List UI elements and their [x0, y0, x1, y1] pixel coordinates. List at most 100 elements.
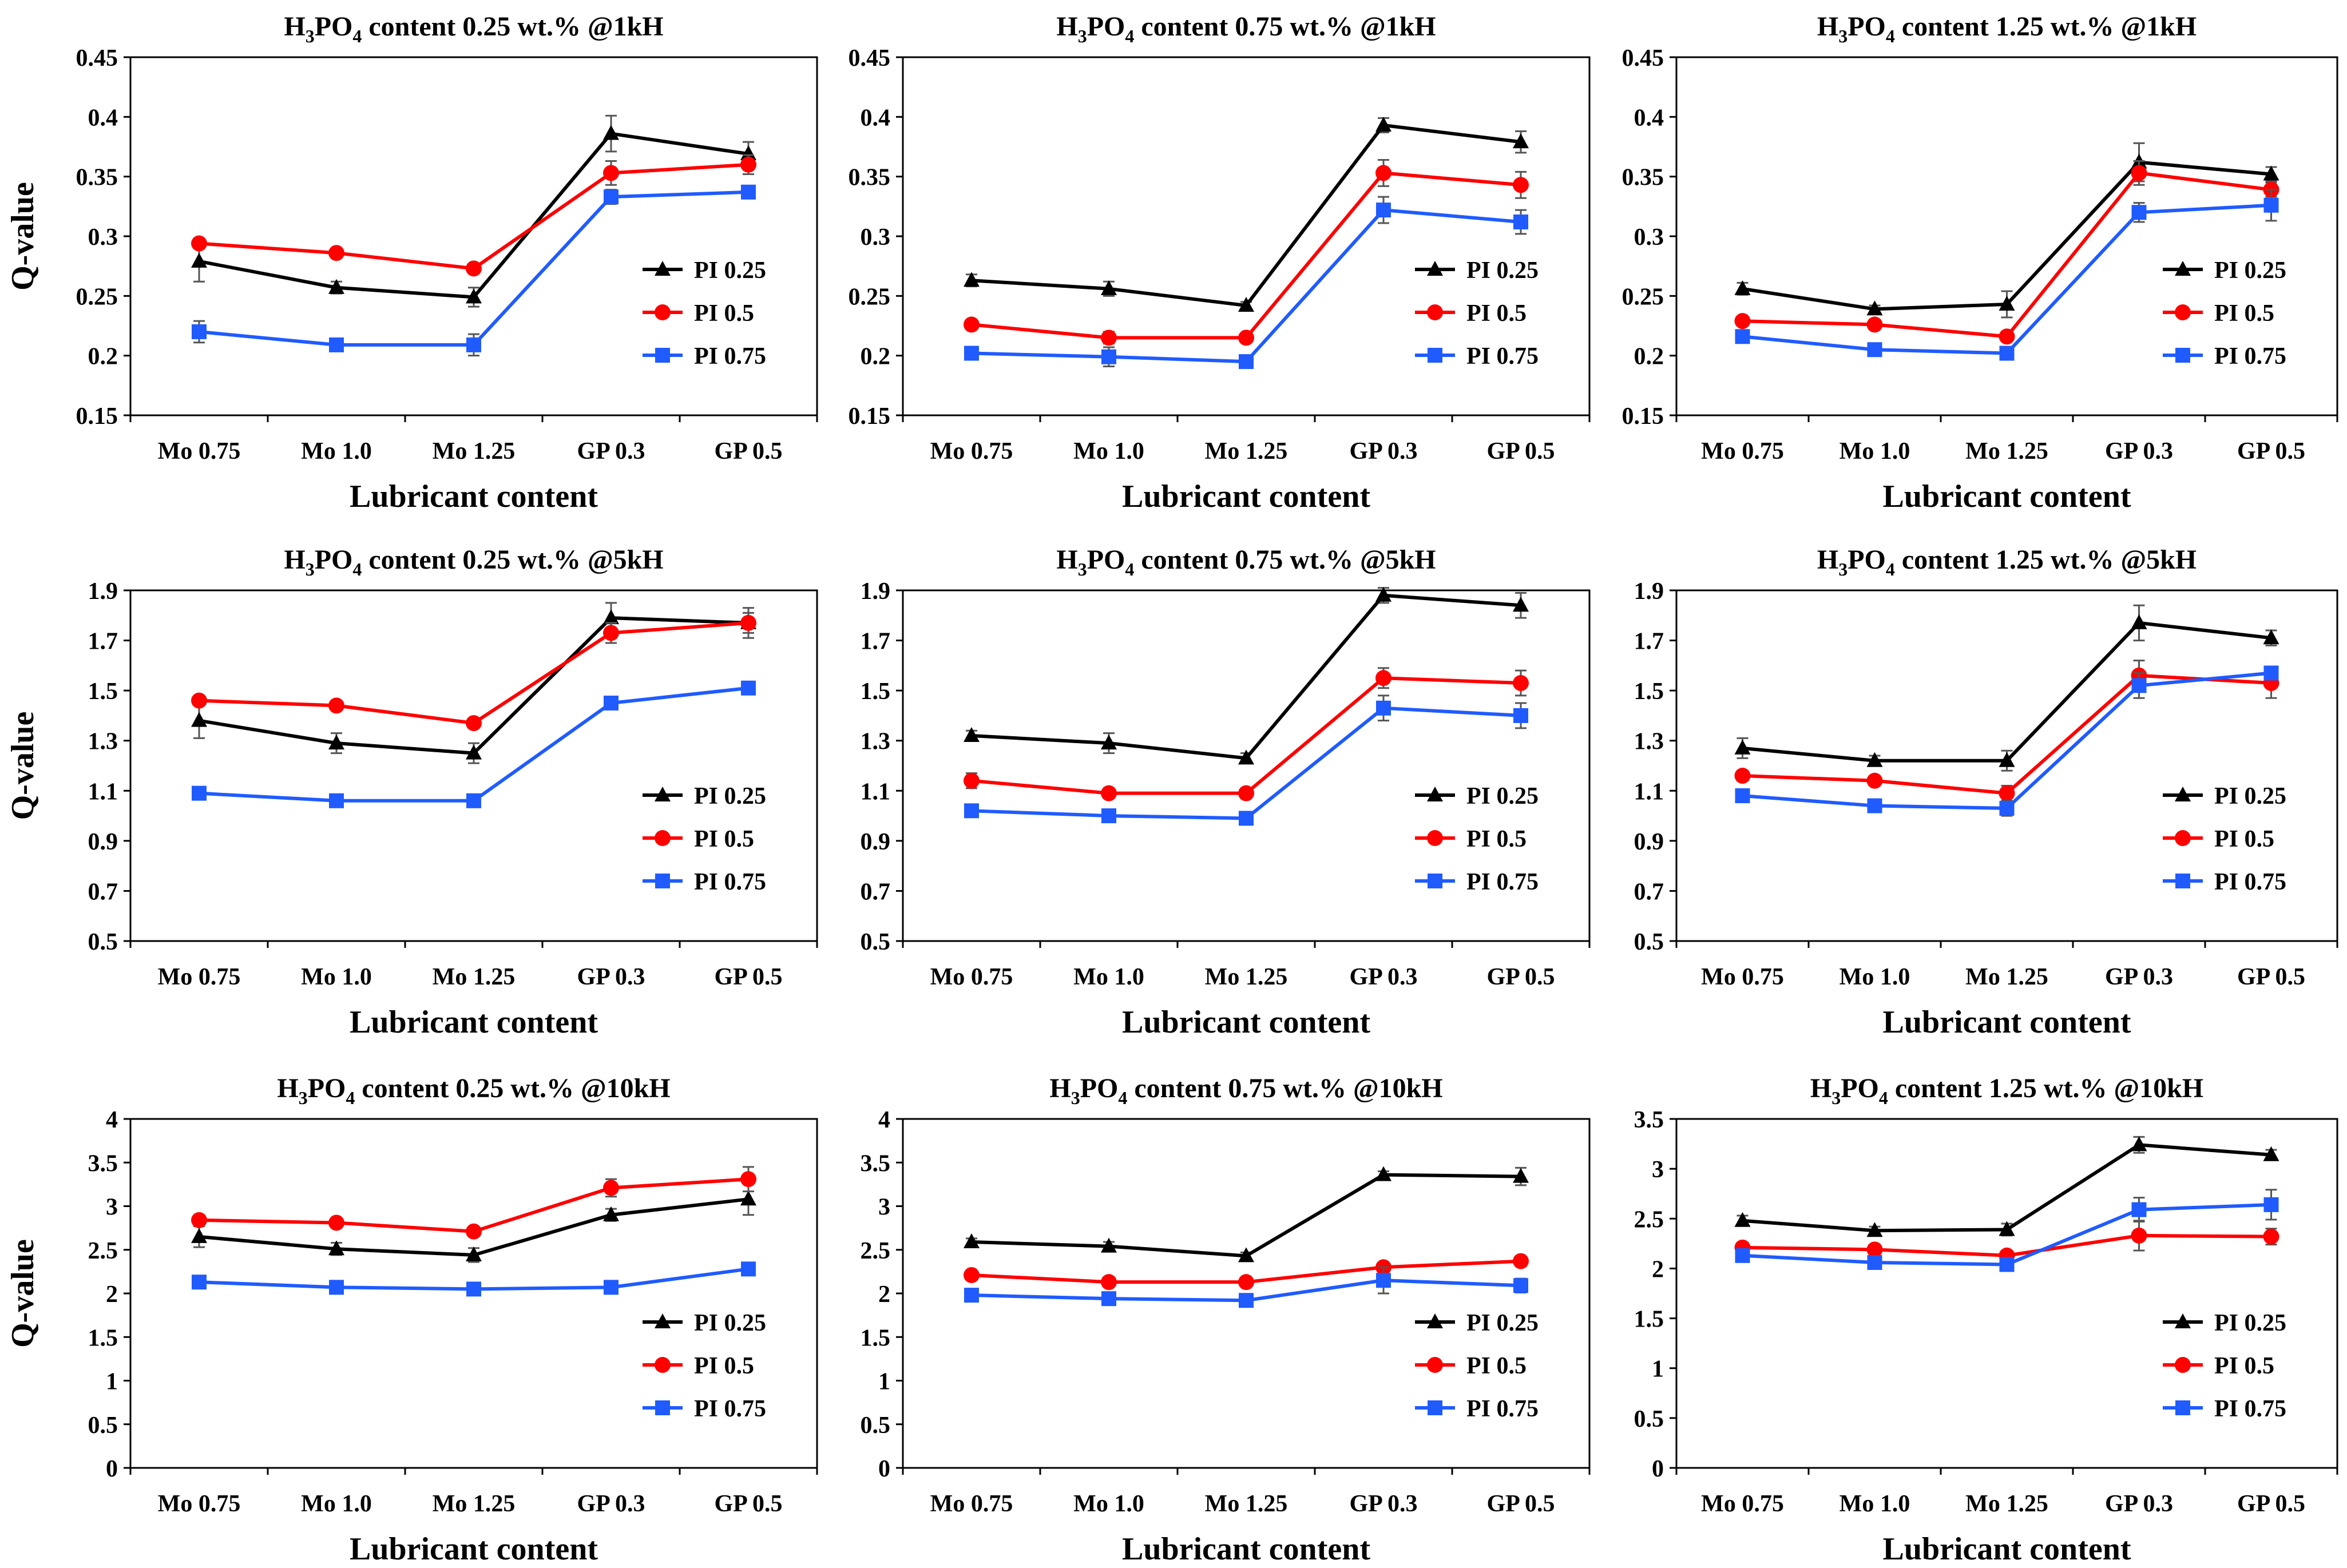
- x-tick-label: GP 0.5: [2237, 438, 2305, 465]
- data-point: [1238, 749, 1254, 765]
- legend-label: PI 0.25: [1466, 1310, 1539, 1336]
- data-point: [741, 1261, 756, 1277]
- y-tick-label: 0.3: [1634, 224, 1664, 251]
- series-PI-0_5: [964, 1253, 1529, 1291]
- y-tick-label: 1.3: [861, 729, 891, 755]
- data-point: [1101, 1237, 1117, 1253]
- title-subscript: 4: [352, 26, 362, 46]
- legend: PI 0.25 PI 0.5 PI 0.75: [1415, 783, 1539, 895]
- data-point: [603, 1206, 619, 1221]
- series-PI-0_75: [964, 694, 1528, 826]
- x-tick-label: Mo 0.75: [930, 438, 1013, 465]
- title-text: content 1.25 wt.% @5kH: [1895, 545, 2197, 575]
- y-tick-label: 0.2: [88, 344, 118, 370]
- data-point: [1999, 1221, 2015, 1236]
- data-point: [1238, 330, 1254, 346]
- legend: PI 0.25 PI 0.5 PI 0.75: [2163, 783, 2286, 895]
- x-tick-label: GP 0.5: [1486, 964, 1555, 990]
- x-axis-label: Lubricant content: [350, 479, 598, 514]
- title-subscript: 3: [1078, 559, 1087, 579]
- data-point: [2263, 629, 2279, 645]
- data-point: [964, 1233, 980, 1249]
- legend: PI 0.25 PI 0.5 PI 0.75: [643, 257, 766, 370]
- x-tick-label: GP 0.5: [714, 1491, 782, 1517]
- data-point: [466, 337, 481, 352]
- panel-title: H3PO4 content 1.25 wt.% @10kH: [1810, 1073, 2203, 1108]
- y-tick-label: 3.5: [1634, 1107, 1664, 1133]
- title-text: H: [284, 545, 305, 575]
- title-subscript: 4: [1886, 26, 1895, 46]
- series-PI-0_75: [964, 1266, 1528, 1308]
- data-point: [1735, 1248, 1750, 1263]
- y-tick-label: 1.5: [861, 678, 891, 705]
- panel-9: H3PO4 content 1.25 wt.% @10kH00.511.522.…: [1634, 1073, 2338, 1567]
- data-point: [1513, 675, 1529, 692]
- data-point: [1101, 1291, 1116, 1307]
- y-tick-label: 0.4: [861, 105, 891, 131]
- data-point: [1513, 133, 1529, 149]
- y-tick-label: 0.35: [849, 165, 891, 191]
- x-tick-label: GP 0.3: [577, 1491, 645, 1517]
- title-text: content 0.75 wt.% @10kH: [1127, 1073, 1442, 1103]
- panel-8: H3PO4 content 0.75 wt.% @10kH00.511.522.…: [861, 1073, 1591, 1567]
- series-PI-0_75: [192, 680, 756, 808]
- legend-marker: [655, 1400, 670, 1415]
- legend-label: PI 0.75: [694, 869, 766, 895]
- panel-title: H3PO4 content 0.25 wt.% @1kH: [284, 11, 663, 46]
- title-text: content 0.25 wt.% @10kH: [355, 1073, 670, 1103]
- x-axis-label: Lubricant content: [350, 1531, 598, 1567]
- data-point: [604, 696, 619, 711]
- legend-label: PI 0.5: [1466, 1353, 1527, 1379]
- x-tick-label: Mo 1.25: [433, 964, 516, 990]
- data-point: [1238, 297, 1254, 312]
- data-point: [1513, 214, 1528, 229]
- y-tick-label: 0.7: [88, 879, 118, 905]
- y-tick-label: 3.5: [88, 1150, 118, 1177]
- data-point: [1734, 1212, 1751, 1227]
- title-text: content 0.75 wt.% @5kH: [1134, 545, 1436, 575]
- data-point: [1238, 1274, 1254, 1291]
- data-point: [603, 165, 619, 181]
- legend-marker: [1427, 261, 1443, 276]
- y-tick-label: 1.3: [1634, 729, 1664, 755]
- y-tick-label: 1.1: [1634, 779, 1664, 805]
- x-tick-label: GP 0.3: [577, 438, 645, 465]
- y-tick-label: 1.5: [88, 678, 118, 705]
- y-tick-label: 0.25: [849, 284, 891, 310]
- title-subscript: 4: [1886, 559, 1895, 579]
- panel-title: H3PO4 content 0.75 wt.% @10kH: [1049, 1073, 1442, 1108]
- legend-label: PI 0.25: [694, 257, 766, 284]
- title-subscript: 3: [306, 26, 315, 46]
- data-point: [191, 1228, 207, 1243]
- x-tick-label: Mo 0.75: [930, 1491, 1013, 1517]
- y-tick-label: 0.2: [861, 344, 891, 370]
- legend-marker: [2175, 1313, 2191, 1328]
- y-tick-label: 0.35: [76, 165, 118, 191]
- data-point: [466, 793, 481, 808]
- legend-marker: [1428, 874, 1442, 888]
- data-point: [1513, 177, 1529, 193]
- data-point: [191, 692, 207, 709]
- data-point: [1999, 752, 2015, 767]
- y-tick-label: 0: [878, 1456, 890, 1482]
- x-tick-label: GP 0.3: [2105, 964, 2173, 990]
- y-tick-label: 0.4: [1634, 105, 1664, 131]
- data-point: [466, 1246, 482, 1261]
- data-point: [741, 680, 756, 696]
- y-tick-label: 3: [878, 1194, 890, 1221]
- data-point: [1867, 798, 1882, 813]
- legend-label: PI 0.25: [2214, 257, 2286, 284]
- legend-marker: [655, 261, 671, 276]
- series-line: [199, 616, 749, 755]
- legend-marker: [655, 348, 670, 363]
- series-line: [199, 162, 749, 271]
- legend-label: PI 0.5: [1466, 826, 1527, 852]
- x-tick-label: GP 0.3: [2105, 1491, 2173, 1517]
- data-point: [1999, 295, 2015, 311]
- legend-label: PI 0.5: [694, 1353, 754, 1379]
- series-PI-0_5: [1734, 1220, 2279, 1264]
- series-PI-0_5: [964, 158, 1529, 346]
- series-PI-0_75: [1735, 665, 2279, 817]
- title-subscript: 3: [299, 1087, 308, 1108]
- x-tick-label: Mo 1.25: [1205, 964, 1288, 990]
